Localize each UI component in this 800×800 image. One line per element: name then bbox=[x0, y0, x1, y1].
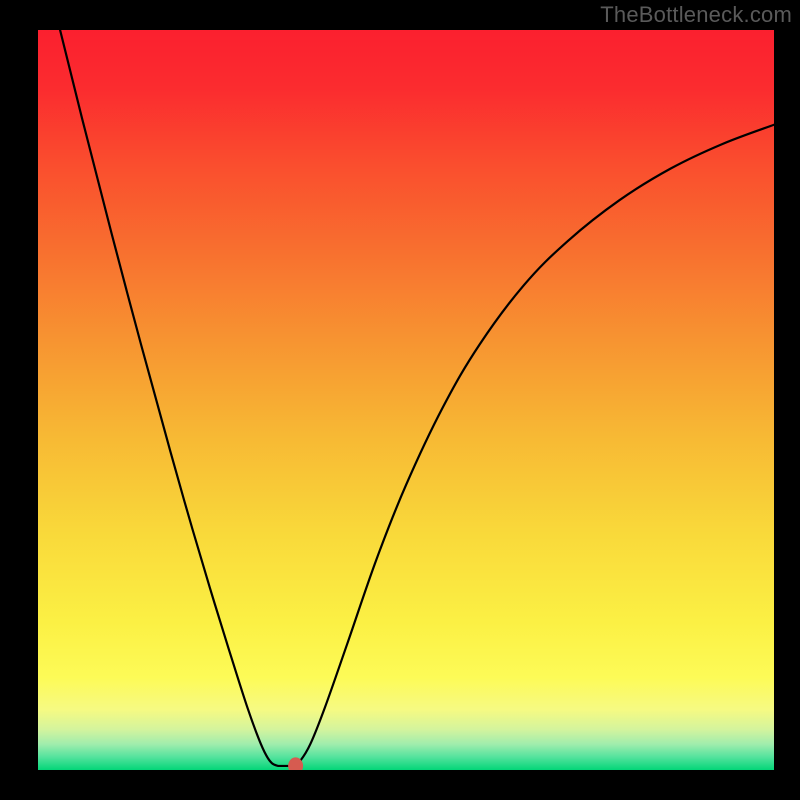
bottleneck-chart: TheBottleneck.com bbox=[0, 0, 800, 800]
optimum-marker bbox=[289, 758, 303, 770]
curve-layer bbox=[38, 30, 774, 770]
plot-area bbox=[38, 30, 774, 770]
watermark-text: TheBottleneck.com bbox=[600, 2, 792, 28]
bottleneck-curve bbox=[60, 30, 774, 766]
